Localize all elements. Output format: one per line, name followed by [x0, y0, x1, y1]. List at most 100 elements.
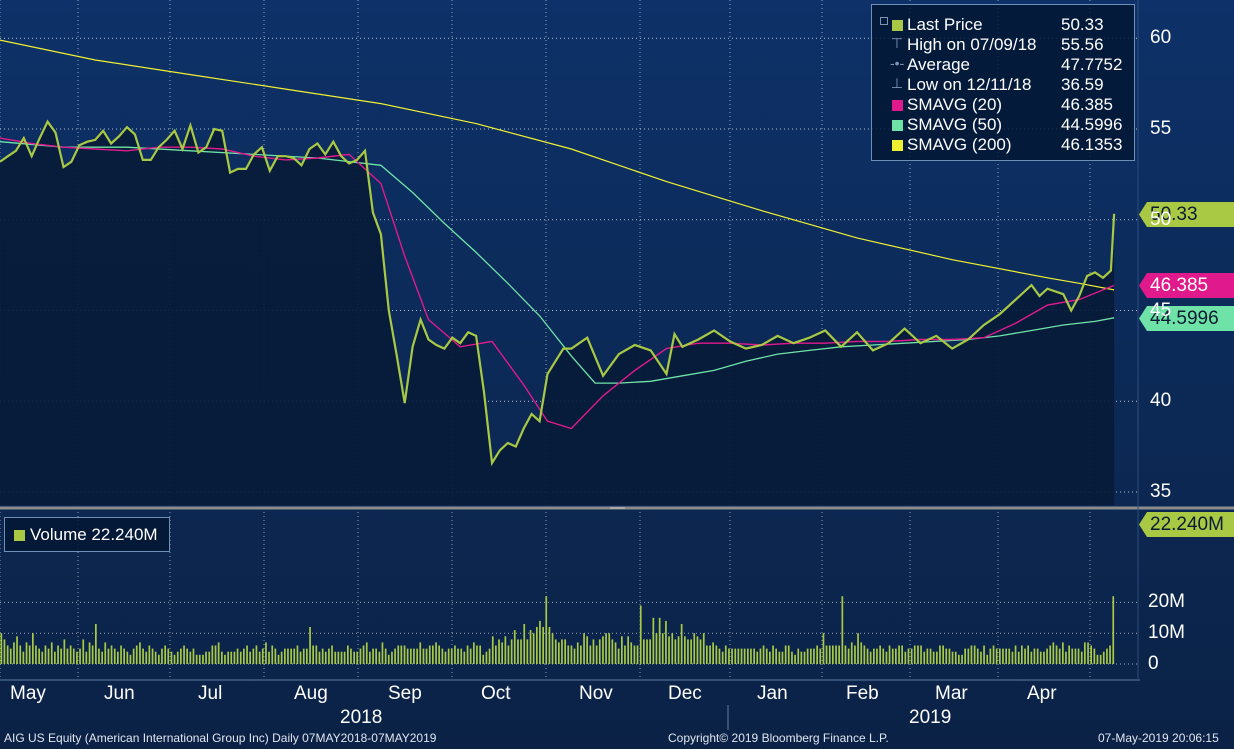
legend-collapse-icon[interactable] — [880, 17, 888, 25]
volume-bar — [863, 645, 866, 664]
volume-bar — [315, 645, 318, 664]
volume-bar — [936, 651, 938, 664]
volume-bar — [784, 645, 787, 664]
volume-bar — [432, 645, 434, 664]
avg-marker-icon: -•- — [890, 55, 905, 71]
legend-value: 46.385 — [1061, 95, 1113, 114]
volume-bar — [498, 639, 500, 664]
volume-bar — [60, 648, 62, 664]
legend-item[interactable]: -•- Average 47.7752 — [872, 55, 1134, 75]
volume-bar — [904, 651, 907, 664]
volume-bar — [869, 651, 872, 664]
volume-bar — [866, 648, 869, 664]
volume-bar — [655, 633, 658, 664]
volume-bar — [104, 642, 107, 664]
volume-bar — [750, 648, 752, 664]
volume-bar — [1021, 645, 1023, 664]
volume-bar — [473, 642, 475, 664]
volume-bar — [706, 645, 708, 664]
volume-bar — [435, 642, 437, 664]
month-label: Apr — [1027, 683, 1057, 704]
volume-bar — [687, 639, 689, 664]
legend-item[interactable]: SMAVG (200) 46.1353 — [872, 135, 1134, 155]
volume-bar — [680, 624, 683, 664]
volume-bar — [671, 633, 674, 664]
volume-bar — [369, 651, 371, 664]
volume-bar — [205, 651, 207, 664]
volume-bar — [980, 651, 982, 664]
volume-bar — [828, 645, 831, 664]
volume-bar — [929, 648, 932, 664]
volume-bar — [381, 642, 384, 664]
legend-value: 46.1353 — [1061, 135, 1123, 154]
volume-bar — [302, 648, 305, 664]
volume-bar — [539, 620, 541, 664]
volume-bar — [422, 648, 425, 664]
volume-bar — [186, 648, 188, 664]
security-description: AIG US Equity (American International Gr… — [4, 731, 437, 745]
volume-bar — [151, 648, 154, 664]
volume-bar — [589, 645, 592, 664]
legend-item[interactable]: Last Price 50.33 — [872, 15, 1134, 35]
volume-bar — [857, 633, 859, 664]
volume-bar — [986, 654, 989, 664]
volume-bar — [976, 648, 979, 664]
volume-bar — [1096, 654, 1099, 664]
legend-item[interactable]: ⊥ Low on 12/11/18 36.59 — [872, 75, 1134, 95]
volume-bar — [38, 648, 40, 664]
volume-bar — [287, 648, 289, 664]
volume-bar — [501, 642, 503, 664]
volume-bar — [258, 651, 261, 664]
legend-item[interactable]: SMAVG (50) 44.5996 — [872, 115, 1134, 135]
volume-bar — [101, 651, 103, 664]
volume-bar — [882, 648, 885, 664]
volume-bar — [526, 639, 529, 664]
volume-bar — [271, 645, 274, 664]
volume-bar — [1011, 651, 1014, 664]
volume-bar — [923, 651, 926, 664]
volume-bar — [1077, 648, 1080, 664]
volume-bar — [542, 627, 544, 664]
volume-bar — [482, 654, 485, 664]
legend-item[interactable]: SMAVG (20) 46.385 — [872, 95, 1134, 115]
volume-bar — [1030, 651, 1033, 664]
volume-bar — [378, 651, 381, 664]
volume-bar — [485, 651, 488, 664]
last-price-line — [0, 119, 1116, 467]
volume-bar — [658, 617, 661, 664]
volume-bar — [277, 654, 280, 664]
volume-bar — [91, 645, 94, 664]
volume-bar — [195, 654, 198, 664]
volume-bar — [132, 648, 135, 664]
volume-bar — [35, 645, 37, 664]
volume-bar — [129, 654, 132, 664]
volume-bar — [340, 651, 343, 664]
price-tick-label: 60 — [1150, 27, 1172, 48]
volume-bar — [76, 651, 78, 664]
volume-bar — [728, 648, 730, 664]
volume-bar — [142, 648, 144, 664]
volume-bar — [954, 651, 957, 664]
volume-bar — [41, 651, 44, 664]
price-value-tag: 44.5996 — [1139, 306, 1234, 331]
volume-bar — [161, 648, 163, 664]
volume-bar — [536, 627, 538, 664]
volume-bar — [296, 645, 299, 664]
volume-bar — [460, 648, 463, 664]
volume-bar — [441, 648, 444, 664]
volume-bar — [384, 648, 387, 664]
volume-bar — [769, 651, 771, 664]
legend-label: SMAVG (200) — [907, 135, 1012, 154]
legend-item[interactable]: ⊤ High on 07/09/18 55.56 — [872, 35, 1134, 55]
year-label-2019: 2019 — [909, 707, 952, 728]
volume-bar — [1014, 645, 1017, 664]
volume-bar — [202, 654, 204, 664]
price-tick-label: 40 — [1150, 390, 1172, 411]
volume-bar — [614, 642, 617, 664]
volume-bar — [400, 645, 403, 664]
volume-bar — [410, 648, 412, 664]
legend-value: 47.7752 — [1061, 55, 1123, 74]
volume-bar — [677, 636, 680, 664]
volume-bar — [1008, 648, 1011, 664]
volume-bar — [879, 645, 881, 664]
